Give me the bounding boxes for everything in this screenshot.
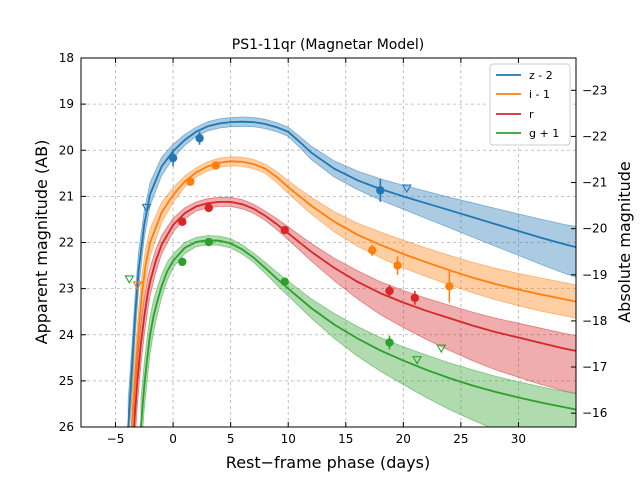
y2-tick-label: −20 [582, 222, 607, 236]
legend-label-z: z - 2 [529, 69, 553, 82]
y-tick-label: 21 [59, 189, 74, 203]
data-point-r [178, 217, 187, 226]
x-tick-label: 10 [281, 432, 296, 446]
x-tick-label: −5 [107, 432, 125, 446]
y-tick-label: 25 [59, 374, 74, 388]
y2-tick-label: −21 [582, 176, 607, 190]
data-point-g [280, 277, 289, 286]
data-point-z [168, 153, 178, 163]
data-point-i [211, 161, 220, 170]
y-tick-label: 18 [59, 51, 74, 65]
y-tick-label: 22 [59, 236, 74, 250]
legend: z - 2 i - 1 r g + 1 [489, 63, 571, 146]
legend-label-g: g + 1 [529, 127, 559, 140]
x-tick-label: 25 [453, 432, 468, 446]
y2-tick-label: −16 [582, 406, 607, 420]
upper-limit-g [412, 356, 423, 365]
legend-box [489, 63, 571, 146]
model-line-g [140, 239, 576, 427]
y2-tick-label: −17 [582, 360, 607, 374]
legend-label-r: r [529, 108, 534, 121]
y-tick-label: 20 [59, 143, 74, 157]
data-point-z [195, 134, 204, 143]
data-point-i [445, 282, 454, 291]
model-band-i [131, 156, 576, 427]
y-tick-label: 23 [59, 282, 74, 296]
y2-tick-label: −22 [582, 129, 607, 143]
y-tick-label: 26 [59, 420, 74, 434]
y2-tick-label: −18 [582, 314, 607, 328]
y2-tick-label: −19 [582, 268, 607, 282]
model-line-r [133, 200, 576, 427]
y-tick-label: 19 [59, 97, 74, 111]
x-tick-label: 0 [169, 432, 177, 446]
upper-limit-g [124, 275, 135, 285]
x-tick-label: 15 [338, 432, 353, 446]
data-point-g [178, 257, 187, 267]
grid [81, 58, 576, 427]
data-point-i [368, 246, 377, 255]
data-point-r [280, 225, 289, 235]
model-lines [127, 120, 576, 427]
data-point-z [376, 186, 385, 195]
model-line-i [130, 160, 576, 427]
data-point-g [204, 237, 213, 247]
axis-ticks: −5 0 5 10 15 20 25 30 18 19 20 21 22 23 24 25 26 −23 −22 −2… [59, 51, 608, 446]
legend-label-i: i - 1 [529, 88, 550, 101]
upper-limit-z [401, 184, 412, 194]
data-point-g [385, 338, 394, 347]
chart-title: PS1-11qr (Magnetar Model) [232, 37, 424, 53]
x-axis-label: Rest−frame phase (days) [226, 453, 430, 472]
data-points [124, 131, 454, 365]
model-line-z [127, 120, 576, 427]
model-band-g [140, 235, 576, 427]
model-band-z [127, 116, 576, 427]
upper-limit-i [132, 281, 143, 291]
upper-limit-z [141, 203, 152, 213]
data-point-r [410, 293, 420, 303]
y-tick-label: 24 [59, 328, 74, 342]
x-tick-label: 20 [396, 432, 411, 446]
data-point-r [204, 203, 213, 213]
y2-axis-label: Absolute magnitude [615, 161, 634, 323]
x-tick-label: 30 [511, 432, 526, 446]
data-point-i [186, 177, 195, 186]
x-tick-label: 5 [227, 432, 235, 446]
y2-tick-label: −23 [582, 83, 607, 97]
data-point-i [393, 261, 402, 270]
data-point-r [385, 286, 394, 296]
upper-limit-g [436, 344, 447, 354]
y-axis-label: Apparent magnitude (AB) [32, 140, 51, 345]
